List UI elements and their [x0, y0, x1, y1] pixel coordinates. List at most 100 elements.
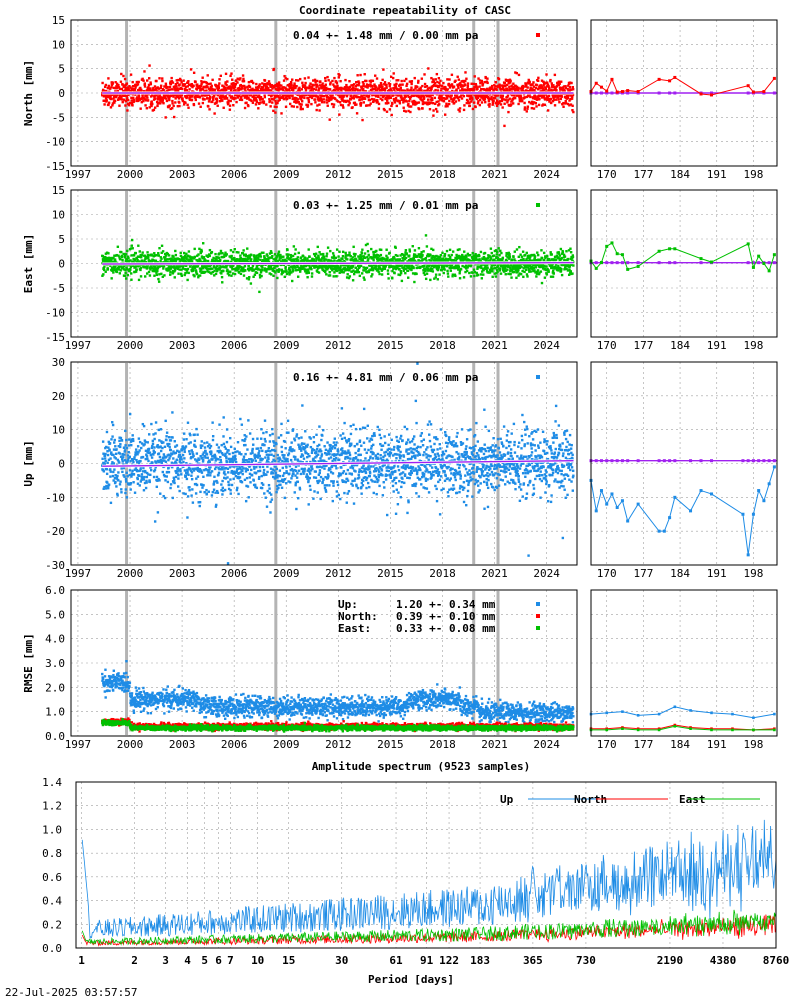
north-point	[241, 87, 243, 89]
east-point	[408, 254, 410, 256]
east-point	[284, 276, 286, 278]
east-xtick-label: 2015	[377, 339, 404, 352]
north-point	[402, 107, 404, 109]
east-point	[342, 255, 344, 257]
north-point	[385, 87, 387, 89]
east-point	[491, 276, 493, 278]
north-point	[358, 82, 360, 84]
north-point	[288, 97, 290, 99]
north-point	[147, 99, 149, 101]
east-point	[499, 267, 501, 269]
north-point	[526, 110, 528, 112]
north-point	[366, 104, 368, 106]
east-point	[452, 250, 454, 252]
east-point	[317, 256, 319, 258]
east-point	[147, 257, 149, 259]
east-point	[229, 271, 231, 273]
east-point	[294, 267, 296, 269]
east-point	[363, 279, 365, 281]
east-point	[496, 251, 498, 253]
east-point	[480, 251, 482, 253]
north-point	[231, 79, 233, 81]
east-point	[436, 258, 438, 260]
north-point	[315, 109, 317, 111]
north-point	[371, 98, 373, 100]
north-point	[170, 77, 172, 79]
north-point	[203, 98, 205, 100]
east-point	[158, 247, 160, 249]
east-point	[432, 270, 434, 272]
north-point	[168, 99, 170, 101]
east-point	[293, 245, 295, 247]
north-point	[293, 105, 295, 107]
north-point	[502, 95, 504, 97]
north-point	[263, 100, 265, 102]
east-point	[443, 268, 445, 270]
north-recent-trend-marker	[658, 92, 661, 95]
east-point	[384, 268, 386, 270]
north-point	[497, 94, 499, 96]
north-point	[395, 83, 397, 85]
north-point	[206, 97, 208, 99]
north-point	[297, 98, 299, 100]
north-point	[181, 97, 183, 99]
east-point	[491, 252, 493, 254]
north-point	[495, 81, 497, 83]
east-point	[104, 271, 106, 273]
north-point	[259, 83, 261, 85]
north-point	[498, 78, 500, 80]
north-point	[160, 85, 162, 87]
north-point	[467, 82, 469, 84]
north-point	[300, 103, 302, 105]
north-point	[151, 94, 153, 96]
east-point	[359, 275, 361, 277]
north-point	[521, 100, 523, 102]
north-point	[114, 100, 116, 102]
north-point	[153, 109, 155, 111]
north-point	[371, 85, 373, 87]
north-point	[372, 101, 374, 103]
north-point	[301, 100, 303, 102]
east-point	[188, 272, 190, 274]
north-point	[291, 78, 293, 80]
north-point	[314, 98, 316, 100]
north-point	[187, 107, 189, 109]
north-point	[178, 101, 180, 103]
east-point	[276, 277, 278, 279]
east-point	[311, 272, 313, 274]
north-point	[406, 88, 408, 90]
north-point	[479, 99, 481, 101]
north-point	[451, 74, 453, 76]
east-point	[404, 272, 406, 274]
east-point	[389, 252, 391, 254]
north-point	[544, 104, 546, 106]
north-point	[471, 98, 473, 100]
north-point	[333, 103, 335, 105]
east-point	[255, 255, 257, 257]
east-point	[153, 252, 155, 254]
east-point	[338, 251, 340, 253]
north-recent-point	[752, 91, 755, 94]
north-point	[436, 73, 438, 75]
east-point	[248, 278, 250, 280]
north-point	[329, 88, 331, 90]
north-point	[286, 78, 288, 80]
north-point	[411, 80, 413, 82]
north-point	[323, 98, 325, 100]
north-point	[239, 77, 241, 79]
north-point	[344, 79, 346, 81]
north-point	[327, 79, 329, 81]
east-point	[270, 252, 272, 254]
north-point	[486, 77, 488, 79]
north-point	[176, 82, 178, 84]
north-point	[293, 82, 295, 84]
north-point	[414, 77, 416, 79]
east-point	[308, 272, 310, 274]
east-ytick-label: -5	[52, 282, 65, 295]
east-point	[368, 254, 370, 256]
north-point	[476, 88, 478, 90]
east-point	[144, 275, 146, 277]
north-point	[571, 97, 573, 99]
east-point	[135, 252, 137, 254]
north-recent-point	[595, 82, 598, 85]
